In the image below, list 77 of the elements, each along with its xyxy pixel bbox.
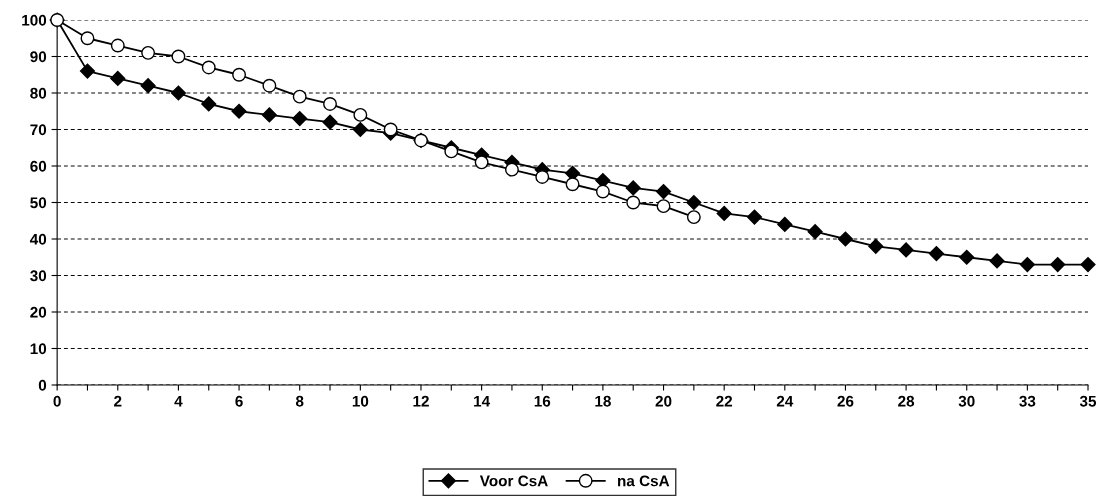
point	[262, 78, 277, 93]
y-tick-label: 20	[30, 306, 47, 318]
x-tick-label: 8	[295, 395, 304, 407]
y-tick-label: 10	[30, 343, 47, 355]
point	[868, 238, 884, 254]
point	[535, 170, 550, 184]
x-tick-label: 2	[114, 395, 122, 407]
x-tick-label: 35	[1079, 395, 1097, 407]
y-tick-label: 90	[30, 51, 47, 63]
point	[292, 110, 308, 127]
point	[261, 107, 277, 123]
y-tick-label: 30	[30, 270, 47, 282]
x-tick-label: 0	[53, 395, 61, 407]
point	[1050, 256, 1066, 273]
point	[777, 216, 793, 232]
point	[352, 121, 368, 138]
x-tick-label: 33	[1019, 395, 1036, 407]
point	[322, 114, 338, 130]
point	[292, 89, 307, 104]
x-tick-label: 20	[655, 395, 672, 407]
point	[201, 96, 217, 112]
point	[140, 78, 156, 94]
x-tick-label: 10	[352, 395, 369, 407]
point	[110, 70, 126, 86]
point	[989, 253, 1005, 269]
y-tick-label: 60	[30, 160, 47, 172]
legend-label: Voor CsA	[479, 475, 548, 487]
point	[110, 38, 125, 53]
point	[171, 49, 186, 64]
point	[79, 63, 96, 79]
y-tick-label: 100	[22, 14, 47, 26]
y-tick-label: 40	[29, 233, 47, 245]
x-tick-label: 24	[776, 395, 794, 407]
point	[232, 67, 247, 82]
point	[686, 194, 702, 211]
point	[201, 60, 216, 75]
point	[444, 144, 459, 159]
point	[898, 242, 914, 258]
x-tick-label: 26	[837, 395, 854, 407]
point	[655, 183, 672, 200]
x-tick-label: 16	[534, 395, 551, 407]
y-tick-label: 50	[30, 197, 47, 209]
x-tick-label: 30	[958, 395, 975, 407]
point	[353, 107, 368, 122]
point	[383, 122, 398, 137]
point	[141, 45, 156, 60]
point	[1080, 256, 1096, 273]
point	[746, 209, 763, 225]
point	[504, 162, 519, 177]
x-tick-label: 28	[898, 395, 915, 407]
x-tick-label: 14	[474, 395, 491, 407]
point	[1019, 256, 1035, 273]
y-tick-label: 0	[38, 379, 47, 391]
point	[959, 249, 975, 265]
point	[626, 195, 641, 210]
point	[656, 199, 671, 214]
point	[837, 231, 854, 247]
y-tick-label: 80	[30, 87, 47, 99]
legend-label: na CsA	[618, 475, 670, 487]
point	[565, 177, 580, 192]
point	[231, 103, 247, 119]
point	[474, 155, 489, 170]
x-tick-label: 22	[716, 395, 733, 407]
point	[625, 180, 641, 196]
point	[686, 210, 701, 225]
y-tick-label: 70	[30, 124, 47, 136]
point	[80, 31, 95, 46]
x-tick-label: 6	[235, 395, 243, 407]
point	[928, 246, 944, 262]
point	[595, 184, 610, 199]
point	[716, 205, 732, 222]
point	[807, 224, 823, 240]
point	[170, 85, 186, 101]
x-tick-label: 18	[595, 395, 611, 407]
x-tick-label: 12	[413, 395, 429, 407]
x-tick-label: 4	[174, 395, 183, 407]
point	[323, 97, 337, 111]
